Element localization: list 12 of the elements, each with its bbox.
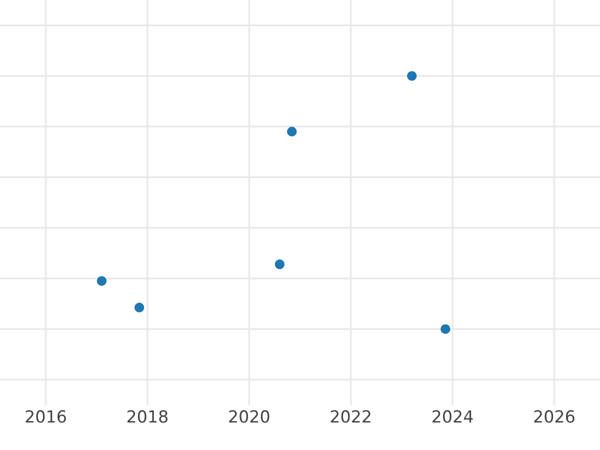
x-tick-label: 2018 [127, 410, 168, 423]
x-tick-label: 2024 [432, 410, 473, 423]
point [287, 126, 297, 136]
x-tick-label: 2026 [534, 410, 574, 423]
x-tick-label: 2016 [26, 410, 66, 423]
point [440, 324, 450, 334]
point [274, 259, 285, 270]
x-tick-label: 2020 [229, 410, 270, 423]
point [134, 302, 144, 312]
point [96, 276, 107, 286]
x-tick-label: 2022 [330, 410, 370, 423]
point [407, 71, 417, 81]
